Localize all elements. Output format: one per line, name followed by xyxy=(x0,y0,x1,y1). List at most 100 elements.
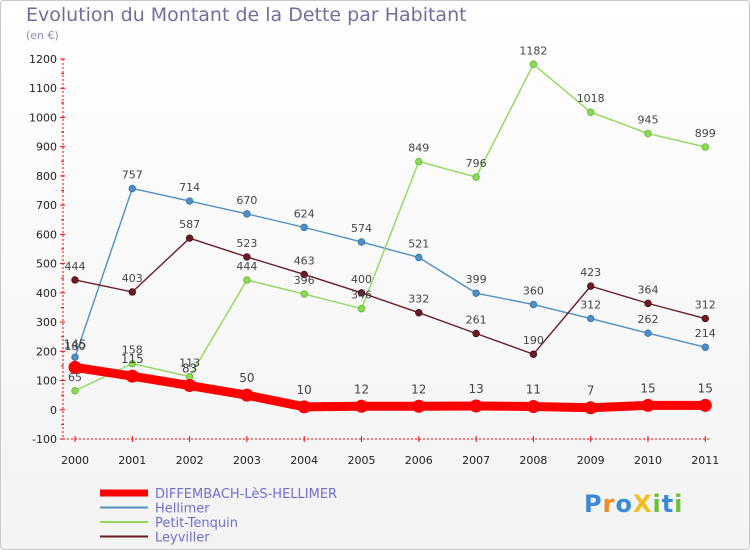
data-label: 180 xyxy=(65,340,86,353)
data-label: 190 xyxy=(523,334,544,347)
proxiti-logo: ProXiti xyxy=(584,490,683,518)
data-label: 83 xyxy=(182,362,197,376)
data-label: 312 xyxy=(580,299,601,312)
y-tick-label: 1100 xyxy=(29,82,57,95)
data-label: 50 xyxy=(239,371,254,385)
y-tick-label: 600 xyxy=(36,228,57,241)
x-tick-label: 2009 xyxy=(577,454,605,467)
series-line xyxy=(74,362,706,413)
data-label: 115 xyxy=(121,352,144,366)
data-point xyxy=(297,400,311,414)
x-tick-label: 2002 xyxy=(176,454,204,467)
data-point xyxy=(243,276,251,284)
legend-label: Hellimer xyxy=(155,502,210,517)
data-label: 214 xyxy=(695,327,716,340)
data-label: 587 xyxy=(179,218,200,231)
data-point xyxy=(185,197,194,205)
series-line xyxy=(74,63,706,392)
legend-label: DIFFEMBACH-LèS-HELLIMER xyxy=(155,487,337,502)
data-point xyxy=(357,304,366,313)
data-label: 113 xyxy=(179,357,200,370)
y-tick-label: 800 xyxy=(36,170,57,183)
y-tick-label: 0 xyxy=(50,404,57,417)
data-point xyxy=(701,343,709,351)
data-point xyxy=(240,388,254,402)
data-point xyxy=(587,282,595,290)
data-label: 262 xyxy=(638,313,659,326)
data-point xyxy=(415,309,423,317)
y-tick-label: 200 xyxy=(36,345,57,358)
data-label: 15 xyxy=(698,381,713,395)
data-label: 714 xyxy=(179,181,200,194)
chart-unit-label: (en €) xyxy=(26,29,59,42)
logo-letter: r xyxy=(602,490,616,518)
x-tick-label: 2003 xyxy=(233,454,261,467)
data-point xyxy=(584,401,598,415)
data-label: 757 xyxy=(122,168,143,181)
data-point xyxy=(185,234,194,242)
y-tick-label: 700 xyxy=(36,199,57,212)
data-point xyxy=(587,108,595,116)
y-tick-label: -100 xyxy=(32,433,57,446)
logo-letter: t xyxy=(661,490,675,518)
x-tick-label: 2005 xyxy=(348,454,376,467)
data-label: 10 xyxy=(297,383,312,397)
data-point xyxy=(412,399,426,413)
data-label: 444 xyxy=(65,260,86,273)
x-tick-label: 2004 xyxy=(290,454,318,467)
x-tick-label: 2008 xyxy=(519,454,547,467)
data-point xyxy=(183,379,197,393)
data-point xyxy=(415,157,423,166)
data-label: 1018 xyxy=(577,92,605,105)
data-point xyxy=(355,399,368,413)
series-line xyxy=(74,237,706,355)
y-tick-label: 300 xyxy=(36,316,57,329)
logo-letter: X xyxy=(632,490,653,518)
data-point xyxy=(300,290,308,298)
data-point xyxy=(300,270,308,279)
data-point xyxy=(698,398,712,412)
data-point xyxy=(529,350,538,358)
data-label: 624 xyxy=(294,207,315,220)
logo-letter: i xyxy=(652,490,662,518)
data-label: 145 xyxy=(64,337,87,351)
data-label: 364 xyxy=(638,283,659,296)
data-label: 15 xyxy=(640,381,655,395)
data-label: 65 xyxy=(68,371,82,384)
data-label: 7 xyxy=(587,384,595,398)
data-label: 396 xyxy=(294,274,315,287)
logo-letter: i xyxy=(674,490,684,518)
data-label: 1182 xyxy=(519,44,547,57)
x-tick-label: 2001 xyxy=(118,454,146,467)
data-point xyxy=(529,300,538,309)
data-label: 360 xyxy=(523,285,544,298)
data-label: 444 xyxy=(236,260,257,273)
y-tick-label: 900 xyxy=(36,141,57,154)
data-label: 521 xyxy=(408,237,429,250)
legend-label: Leyviller xyxy=(155,531,210,546)
data-label: 12 xyxy=(411,382,426,396)
data-point xyxy=(644,129,652,138)
data-point xyxy=(644,299,652,308)
data-point xyxy=(71,353,79,361)
data-point xyxy=(644,329,652,337)
data-label: 12 xyxy=(354,382,369,396)
data-point xyxy=(357,238,366,246)
data-point xyxy=(641,398,655,412)
data-label: 849 xyxy=(408,142,429,155)
data-label: 670 xyxy=(236,194,257,207)
data-point xyxy=(71,387,79,395)
data-label: 13 xyxy=(468,382,483,396)
legend-label: Petit-Tenquin xyxy=(155,516,238,531)
data-point xyxy=(415,253,423,262)
data-label: 332 xyxy=(408,293,429,306)
data-point xyxy=(71,276,79,284)
data-point xyxy=(68,360,82,374)
data-point xyxy=(357,289,366,297)
data-point xyxy=(472,329,480,338)
x-tick-label: 2000 xyxy=(61,454,89,467)
data-label: 261 xyxy=(466,313,487,326)
data-point xyxy=(125,369,139,383)
data-label: 945 xyxy=(638,114,659,127)
